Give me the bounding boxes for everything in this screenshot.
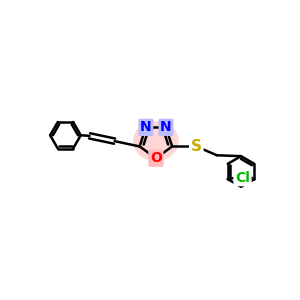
Text: O: O (150, 151, 162, 165)
Text: N: N (140, 120, 152, 134)
Text: N: N (160, 120, 172, 134)
Ellipse shape (133, 121, 179, 161)
Text: Cl: Cl (235, 171, 250, 185)
Text: S: S (191, 139, 202, 154)
